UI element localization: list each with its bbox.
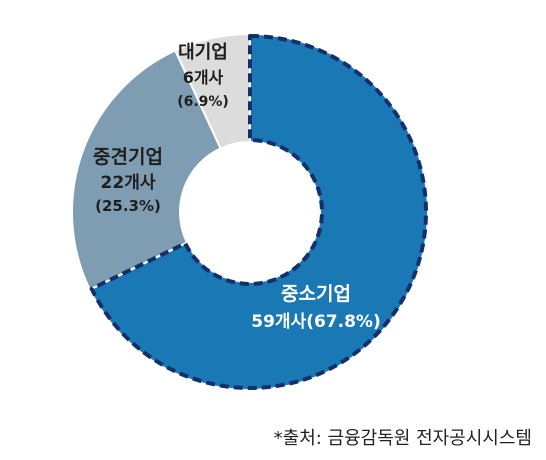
slice-1-name-label: 중소기업 [281, 283, 351, 305]
slice-3-percent-label: (6.9%) [177, 94, 229, 110]
slice-3-name-label: 대기업 [178, 42, 228, 63]
slice-2-name-label: 중견기업 [93, 146, 163, 168]
slice-2-value-label: 22개사 [101, 173, 156, 193]
slice-3-value-label: 6개사 [183, 68, 224, 87]
source-note: *출처: 금융감독원 전자공시시스템 [273, 428, 532, 449]
slice-2 [71, 49, 222, 291]
slice-1-value-label: 59개사(67.8%) [251, 312, 380, 332]
slice-1-highlight-outline [89, 34, 428, 390]
slice-2-percent-label: (25.3%) [95, 197, 161, 215]
slices [71, 32, 429, 391]
